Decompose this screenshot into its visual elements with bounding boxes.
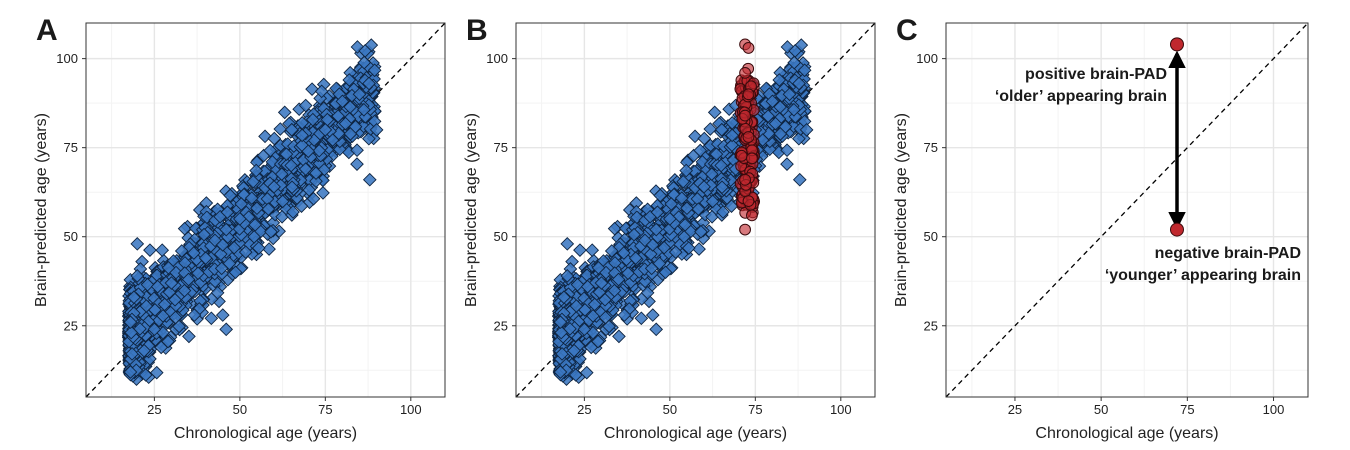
data-point-diamond bbox=[298, 98, 313, 113]
data-point-diamond bbox=[177, 221, 192, 236]
data-point-diamond bbox=[155, 243, 170, 258]
data-point-diamond bbox=[263, 143, 278, 158]
data-point-diamond bbox=[277, 105, 292, 120]
y-tick-label: 50 bbox=[64, 229, 78, 244]
data-point-diamond bbox=[332, 142, 347, 157]
data-point-diamond bbox=[350, 40, 365, 54]
data-point-diamond bbox=[302, 183, 316, 197]
panel-letter-b: B bbox=[466, 14, 488, 47]
panel-a: A 25 50 75 100 25 50 75 100 Chronological age (… bbox=[33, 14, 446, 442]
data-point-diamond bbox=[143, 243, 157, 257]
data-point-diamond bbox=[143, 352, 157, 366]
x-axis-title-a: Chronological age (years) bbox=[174, 425, 357, 442]
data-point-diamond bbox=[350, 157, 364, 171]
data-point-diamond bbox=[306, 191, 321, 206]
data-point-diamond bbox=[154, 340, 169, 355]
data-points-a bbox=[121, 38, 384, 386]
data-point-diamond bbox=[251, 241, 266, 255]
data-point-diamond bbox=[204, 311, 219, 326]
data-point-diamond bbox=[316, 186, 330, 200]
data-point-diamond bbox=[275, 194, 290, 209]
data-point-diamond bbox=[233, 261, 248, 276]
data-point-diamond bbox=[350, 143, 364, 158]
data-point-diamond bbox=[210, 285, 225, 300]
identity-line-a bbox=[85, 22, 446, 398]
data-point-diamond bbox=[228, 265, 243, 280]
x-tick-label: 75 bbox=[318, 402, 332, 417]
y-axis-title-a: Brain-predicted age (years) bbox=[33, 113, 50, 307]
y-tick-label: 75 bbox=[64, 140, 78, 155]
x-tick-label: 25 bbox=[147, 402, 161, 417]
data-point-diamond bbox=[258, 129, 272, 144]
data-point-diamond bbox=[362, 131, 376, 146]
panel-letter-a: A bbox=[36, 14, 58, 47]
data-point-diamond bbox=[238, 245, 253, 259]
data-point-diamond bbox=[182, 329, 196, 344]
y-tick-label: 25 bbox=[64, 318, 78, 333]
data-point-diamond bbox=[187, 308, 202, 322]
data-point-diamond bbox=[262, 242, 276, 256]
data-point-diamond bbox=[273, 122, 288, 136]
x-tick-label: 50 bbox=[233, 402, 247, 417]
x-tick-label: 100 bbox=[400, 402, 422, 417]
y-tick-label: 100 bbox=[56, 51, 78, 66]
data-point-diamond bbox=[222, 256, 237, 271]
data-point-diamond bbox=[200, 210, 214, 225]
data-point-diamond bbox=[305, 82, 319, 97]
